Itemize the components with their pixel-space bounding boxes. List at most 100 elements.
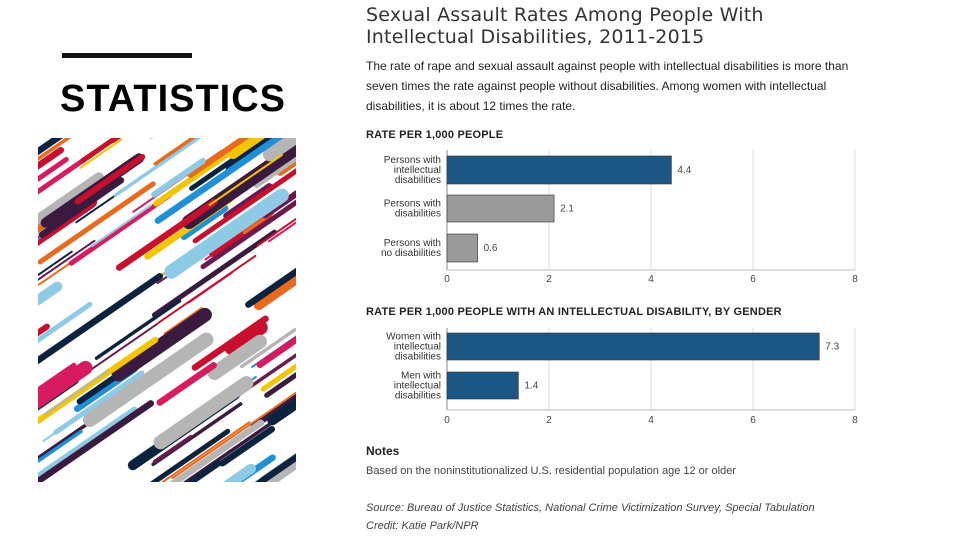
decorative-stripe (223, 463, 257, 482)
decorative-stripe (253, 273, 296, 311)
data-label: 2.1 (560, 204, 574, 215)
category-label: disabilities (395, 391, 441, 402)
tick-label: 6 (750, 274, 756, 285)
decorative-stripe (151, 157, 206, 198)
decorative-stripe (191, 315, 269, 371)
decorative-stripes-art (38, 138, 296, 482)
decorative-stripe (38, 138, 72, 161)
subtitle-line: disabilities, it is about 12 times the r… (366, 99, 576, 113)
data-label: 7.3 (825, 342, 839, 353)
decorative-stripe (152, 434, 193, 464)
subtitle-line: The rate of rape and sexual assault agai… (366, 59, 849, 73)
tick-label: 6 (750, 415, 756, 426)
category-label: disabilities (395, 209, 441, 220)
decorative-stripe (38, 250, 73, 277)
decorative-stripe (153, 138, 196, 166)
decorative-stripe (38, 406, 138, 479)
heading-accent-bar (62, 53, 192, 58)
category-label: Persons with (384, 199, 441, 210)
slide-heading: STATISTICS (60, 78, 287, 120)
decorative-stripe (208, 153, 283, 206)
tick-label: 4 (648, 274, 654, 285)
chart-panel: Sexual Assault Rates Among People With I… (358, 0, 878, 540)
decorative-stripe (38, 360, 93, 410)
decorative-stripe (180, 205, 229, 241)
decorative-stripe (267, 397, 296, 426)
decorative-stripe (224, 320, 268, 355)
notes-text: Based on the noninstitutionalized U.S. r… (366, 465, 736, 477)
decorative-stripe (68, 193, 172, 266)
decorative-stripe (80, 138, 120, 164)
decorative-stripe (115, 198, 218, 271)
decorative-stripe (267, 221, 296, 243)
credit-text: Credit: Katie Park/NPR (366, 520, 479, 532)
decorative-stripe (245, 267, 296, 308)
decorative-stripe (38, 301, 93, 344)
decorative-stripe (38, 138, 63, 156)
decorative-stripe (256, 335, 296, 369)
bar (446, 194, 555, 223)
decorative-stripe (38, 239, 96, 281)
decorative-stripe (38, 362, 77, 394)
decorative-stripe (219, 425, 276, 467)
category-label: Men with (401, 371, 441, 382)
decorative-stripe (38, 146, 65, 170)
tick-label: 0 (444, 415, 450, 426)
chart2-title: RATE PER 1,000 PEOPLE WITH AN INTELLECTU… (366, 306, 782, 318)
decorative-stripe (200, 199, 296, 270)
decorative-stripe (38, 336, 159, 425)
tick-label: 4 (648, 415, 654, 426)
decorative-stripe (38, 323, 50, 337)
category-label: Women with (386, 332, 441, 343)
decorative-stripe (151, 229, 277, 318)
notes-title: Notes (366, 444, 400, 458)
decorative-stripe (154, 138, 284, 224)
decorative-stripe (38, 429, 83, 464)
tick-label: 8 (852, 274, 858, 285)
data-label: 1.4 (524, 381, 538, 392)
decorative-stripe (254, 155, 296, 189)
decorative-stripe (113, 138, 202, 198)
stripes-illustration (38, 138, 296, 482)
category-label: Persons with (384, 155, 441, 166)
category-label: disabilities (395, 175, 441, 186)
bar (446, 371, 519, 400)
decorative-stripe (156, 362, 217, 406)
decorative-stripe (182, 419, 276, 482)
category-label: Persons with (384, 238, 441, 249)
chart-subtitle: The rate of rape and sexual assault agai… (366, 56, 866, 116)
decorative-stripe (171, 391, 296, 480)
decorative-stripe (262, 138, 296, 162)
decorative-stripe (256, 217, 296, 247)
decorative-stripe (38, 172, 104, 226)
bar (446, 332, 820, 361)
decorative-stripe (38, 177, 125, 238)
decorative-stripe (187, 138, 250, 178)
bar (446, 233, 478, 263)
decorative-stripe (149, 428, 231, 482)
chart1-title: RATE PER 1,000 PEOPLE (366, 129, 504, 141)
decorative-stripe (161, 421, 251, 482)
decorative-stripe (94, 299, 182, 360)
chart-title-line: Intellectual Disabilities, 2011-2015 (366, 26, 705, 48)
decorative-stripe (250, 393, 296, 430)
decorative-stripe (74, 153, 146, 205)
chart-title: Sexual Assault Rates Among People With I… (366, 4, 846, 48)
decorative-stripe (223, 183, 273, 220)
tick-label: 2 (546, 415, 552, 426)
decorative-stripe (42, 373, 141, 442)
tick-label: 8 (852, 415, 858, 426)
category-label: intellectual (394, 381, 441, 392)
decorative-stripe (264, 371, 296, 398)
decorative-stripe (111, 307, 212, 382)
decorative-stripe (164, 188, 289, 279)
decorative-stripe (82, 332, 214, 427)
decorative-stripe (38, 156, 69, 183)
decorative-stripe (38, 273, 164, 365)
decorative-stripe (254, 453, 296, 482)
tick-label: 0 (444, 274, 450, 285)
decorative-stripe (277, 158, 296, 176)
source-text: Source: Bureau of Justice Statistics, Na… (366, 502, 815, 514)
decorative-stripe (90, 204, 152, 248)
